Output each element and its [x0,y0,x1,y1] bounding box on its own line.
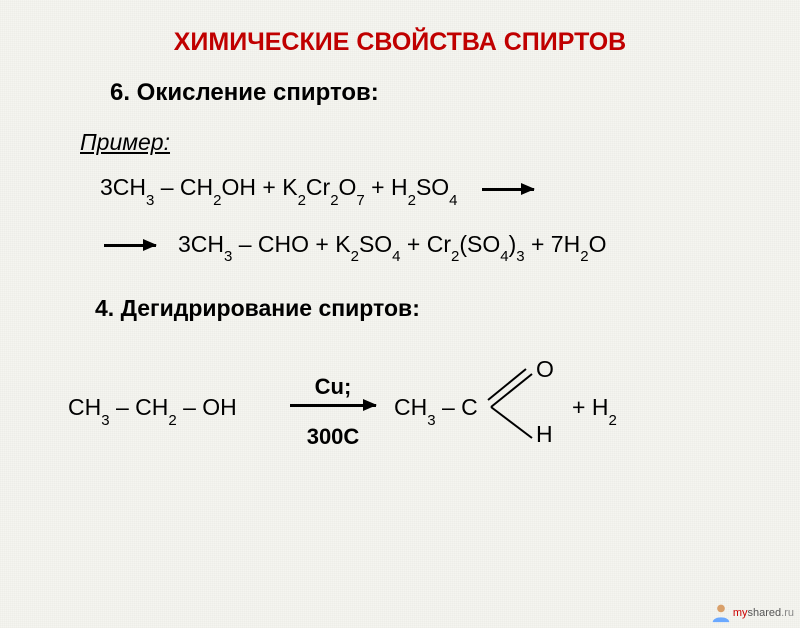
eq-sub: 2 [168,412,176,429]
eq-sub: 2 [608,412,616,429]
eq-text: O [339,174,357,200]
condition-temperature: 300С [290,424,376,450]
reaction-conditions: Cu; 300С [290,374,376,450]
eq-sub: 2 [451,248,459,265]
aldehyde-oxygen: O [536,356,554,383]
eq-sub: 3 [427,412,435,429]
eq-text: – CH [154,174,213,200]
eq-text: – CHO + K [232,231,350,257]
eq-sub: 4 [392,248,400,265]
eq-text: Cr [306,174,330,200]
page-title: ХИМИЧЕСКИЕ СВОЙСТВА СПИРТОВ [0,28,800,57]
eq-text: + H [572,394,608,420]
aldehyde-hydrogen: H [536,421,553,448]
equation2-reactant: CH3 – CH2 – OH [68,394,237,425]
reaction-arrow-icon [104,244,156,247]
equation1-products: 3CH3 – CHO + K2SO4 + Cr2(SO4)3 + 7H2O [100,231,800,262]
eq-text: + H [365,174,408,200]
section4-heading: 4. Дегидрирование спиртов: [95,295,800,322]
eq-text: SO [359,231,392,257]
equation2: CH3 – CH2 – OH Cu; 300С CH3 – C O H + H2 [0,360,800,470]
eq-sub: 7 [356,192,364,209]
eq-sub: 2 [298,192,306,209]
eq-text: + Cr [401,231,451,257]
logo-text-my: my [733,607,748,619]
eq-text: + 7H [525,231,581,257]
equation1-reactants: 3CH3 – CH2OH + K2Cr2O7 + H2SO4 [100,174,800,205]
eq-text: O [589,231,607,257]
eq-sub: 4 [500,248,508,265]
example-label: Пример: [80,129,800,156]
logo-text-ru: .ru [781,607,794,619]
eq-text: – CH [110,394,169,420]
eq-sub: 3 [224,248,232,265]
person-icon [710,602,732,624]
equation2-product-prefix: CH3 – C [394,394,478,425]
eq-sub: 3 [101,412,109,429]
condition-catalyst: Cu; [290,374,376,400]
logo-text-shared: shared [748,607,782,619]
eq-text: SO [416,174,449,200]
eq-text: 3CH [178,231,224,257]
eq-text: 3CH [100,174,146,200]
equation2-plus-h2: + H2 [572,394,617,425]
watermark-logo: myshared.ru [710,602,794,624]
reaction-arrow-icon [482,188,534,191]
section6-heading: 6. Окисление спиртов: [110,79,800,107]
eq-sub: 4 [449,192,457,209]
eq-sub: 3 [516,248,524,265]
eq-sub: 2 [580,248,588,265]
eq-text: OH + K [222,174,298,200]
eq-text: – OH [177,394,237,420]
eq-sub: 2 [330,192,338,209]
eq-text: CH [394,394,427,420]
eq-text: (SO [459,231,500,257]
eq-sub: 2 [351,248,359,265]
eq-sub: 3 [146,192,154,209]
eq-text: – C [436,394,478,420]
eq-sub: 2 [213,192,221,209]
eq-text: CH [68,394,101,420]
reaction-arrow-icon [290,404,376,407]
eq-sub: 2 [408,192,416,209]
